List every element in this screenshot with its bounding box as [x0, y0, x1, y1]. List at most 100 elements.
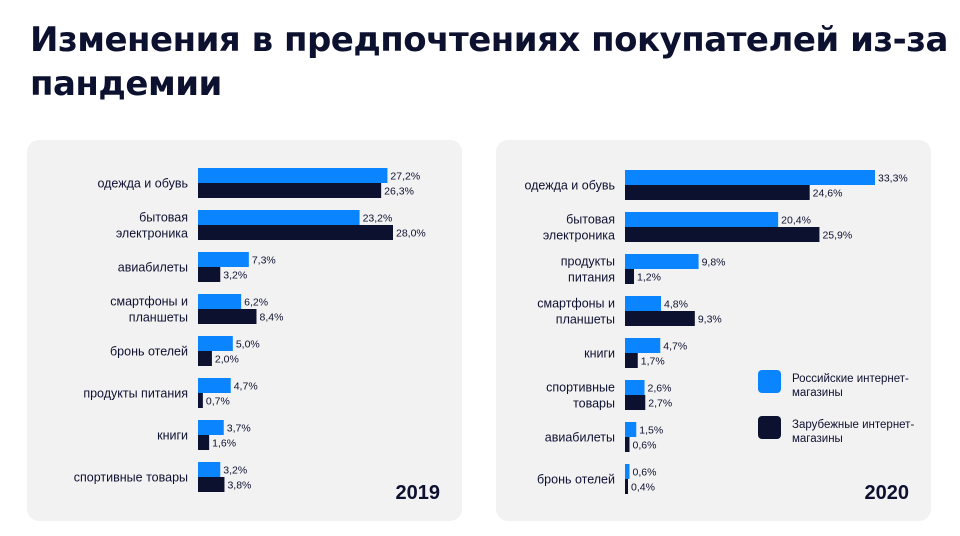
value-label: 24,6% [813, 188, 843, 200]
value-label: 1,5% [639, 425, 663, 437]
value-label: 1,6% [212, 438, 236, 450]
category-label: смартфоны и планшеты [110, 295, 188, 325]
bar-foreign [625, 311, 695, 326]
legend-label-foreign: Зарубежные интернет-магазины [792, 419, 915, 445]
category-label-line: продукты питания [83, 387, 188, 401]
category-label: бронь отелей [537, 473, 615, 487]
bar-foreign [625, 185, 810, 200]
category-label-line: электроника [543, 229, 615, 243]
category-label-line: авиабилеты [545, 431, 615, 445]
value-label: 5,0% [236, 339, 260, 351]
value-label: 9,3% [698, 314, 722, 326]
bar-foreign [625, 395, 646, 410]
bar-russian [198, 252, 249, 267]
category-label: бытовая электроника [543, 213, 615, 243]
value-label: 8,4% [260, 312, 284, 324]
category-label-line: планшеты [129, 311, 188, 325]
value-label: 25,9% [822, 230, 852, 242]
value-label: 7,3% [252, 255, 276, 267]
category-label-line: книги [157, 429, 188, 443]
category-label-line: авиабилеты [118, 261, 188, 275]
bar-chart-2019: одежда и обувь 27,2% 26,3% бытовая электрони… [74, 168, 426, 492]
value-label: 9,8% [702, 257, 726, 269]
bar-foreign [625, 227, 820, 242]
legend: Российские интернет-магазины Зарубежные … [758, 370, 928, 462]
bar-russian [625, 464, 630, 479]
bar-foreign [625, 269, 635, 284]
category-label-line: одежда и обувь [524, 179, 615, 193]
value-label: 0,7% [206, 396, 230, 408]
category-label-line: бытовая [139, 211, 188, 225]
category-label: продукты питания [83, 387, 188, 401]
value-label: 2,0% [215, 354, 239, 366]
category-label-line: продукты [561, 255, 615, 269]
category-label: спортивные товары [546, 381, 615, 411]
value-label: 0,6% [633, 467, 657, 479]
bar-russian [198, 462, 221, 477]
category-label-line: книги [584, 347, 615, 361]
value-label: 33,3% [878, 173, 908, 185]
category-label: книги [584, 347, 615, 361]
value-label: 28,0% [396, 228, 426, 240]
value-label: 2,7% [648, 398, 672, 410]
value-label: 1,2% [637, 272, 661, 284]
bar-russian [625, 254, 699, 269]
value-label: 20,4% [781, 215, 811, 227]
value-label: 3,7% [227, 423, 251, 435]
value-label: 4,8% [664, 299, 688, 311]
bar-foreign [198, 225, 393, 240]
value-label: 0,6% [633, 440, 657, 452]
bar-foreign [198, 351, 212, 366]
chart-panel-2019: одежда и обувь 27,2% 26,3% бытовая электрони… [27, 140, 462, 521]
bar-russian [625, 296, 662, 311]
bar-foreign [198, 393, 203, 408]
category-label: продукты питания [561, 255, 615, 285]
bar-foreign [625, 479, 629, 494]
page-title: Изменения в предпочтениях покупателей из… [30, 20, 948, 104]
legend-item-russian: Российские интернет-магазины [758, 370, 928, 400]
value-label: 26,3% [384, 186, 414, 198]
category-label-line: спортивные товары [74, 471, 188, 485]
bar-russian [625, 170, 875, 185]
value-label: 4,7% [234, 381, 258, 393]
category-label: одежда и обувь [97, 177, 188, 191]
category-label: книги [157, 429, 188, 443]
year-label: 2019 [395, 482, 441, 504]
value-label: 3,8% [227, 480, 251, 492]
category-label-line: бронь отелей [537, 473, 615, 487]
value-label: 4,7% [663, 341, 687, 353]
bar-foreign [198, 435, 210, 450]
year-label: 2020 [864, 482, 910, 504]
value-label: 1,7% [641, 356, 665, 368]
category-label-line: бытовая [566, 213, 615, 227]
value-label: 2,6% [648, 383, 672, 395]
bar-russian [198, 210, 360, 225]
category-label: смартфоны и планшеты [537, 297, 615, 327]
category-label-line: питания [568, 271, 615, 285]
category-label: одежда и обувь [524, 179, 615, 193]
bar-russian [198, 168, 388, 183]
value-label: 23,2% [363, 213, 393, 225]
category-label-line: смартфоны и [537, 297, 615, 311]
bar-russian [198, 336, 233, 351]
legend-item-foreign: Зарубежные интернет-магазины [758, 416, 928, 446]
bar-foreign [198, 477, 225, 492]
category-label: авиабилеты [545, 431, 615, 445]
category-label-line: спортивные [546, 381, 615, 395]
bar-russian [625, 380, 645, 395]
bar-foreign [625, 353, 638, 368]
bar-russian [625, 422, 637, 437]
value-label: 6,2% [244, 297, 268, 309]
bar-chart-2020: одежда и обувь 33,3% 24,6% бытовая электрони… [524, 170, 908, 494]
bar-foreign [198, 309, 257, 324]
value-label: 0,4% [631, 482, 655, 494]
bar-russian [198, 294, 242, 309]
legend-swatch-foreign [758, 416, 781, 439]
category-label-line: одежда и обувь [97, 177, 188, 191]
category-label-line: электроника [116, 227, 188, 241]
value-label: 3,2% [223, 465, 247, 477]
bar-russian [625, 212, 779, 227]
value-label: 3,2% [223, 270, 247, 282]
bar-foreign [198, 183, 382, 198]
chart-panel-2020: одежда и обувь 33,3% 24,6% бытовая электрони… [496, 140, 931, 521]
